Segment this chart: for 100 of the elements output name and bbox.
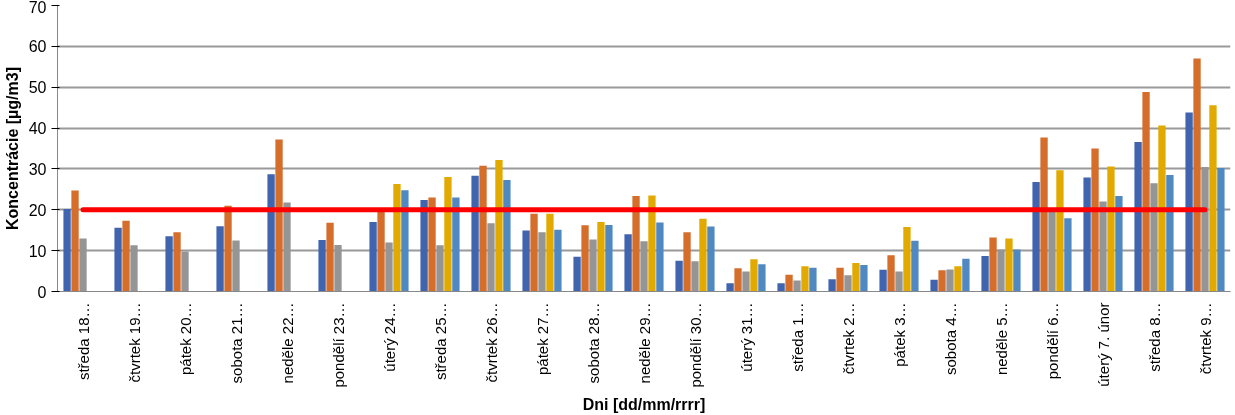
bar — [954, 266, 962, 292]
x-tick-label: středa 25… — [431, 302, 449, 381]
x-tick-label: úterý 24… — [380, 302, 398, 372]
x-tick-label: pátek 3… — [890, 302, 908, 367]
bar — [1099, 201, 1107, 292]
bar — [624, 234, 632, 292]
bar — [852, 262, 860, 292]
bar — [648, 195, 656, 292]
bar — [216, 226, 224, 292]
bar — [1209, 105, 1217, 292]
bar — [1142, 92, 1150, 292]
bar — [546, 213, 554, 292]
bar — [503, 179, 511, 292]
bar — [122, 220, 130, 292]
x-tick-label: úterý 7. únor — [1094, 302, 1112, 387]
bar — [71, 190, 79, 292]
bar — [640, 241, 648, 292]
bar — [707, 226, 715, 292]
x-tick-label: čtvrtek 9… — [1196, 302, 1214, 375]
bar — [377, 211, 385, 292]
bar — [1166, 175, 1174, 292]
bar — [605, 224, 613, 292]
bar — [589, 239, 597, 292]
bar — [1013, 249, 1021, 292]
bar — [385, 242, 393, 292]
x-tick-label: pondělí 30… — [686, 302, 704, 388]
bar — [495, 159, 503, 292]
bar — [895, 271, 903, 292]
bar — [962, 258, 970, 292]
bar — [860, 264, 868, 292]
bar — [758, 264, 766, 292]
bar — [828, 279, 836, 292]
bar — [734, 268, 742, 292]
bar — [369, 222, 377, 292]
bar — [173, 232, 181, 292]
bar — [597, 222, 605, 292]
bar — [938, 270, 946, 292]
bar — [801, 266, 809, 292]
bar — [1158, 125, 1166, 292]
x-tick-label: neděle 22… — [278, 302, 296, 384]
y-tick-label: 40 — [28, 120, 47, 138]
bar — [1032, 182, 1040, 292]
bar — [326, 222, 334, 292]
x-tick-label: sobota 21… — [227, 302, 245, 384]
bar — [750, 259, 758, 292]
bar — [165, 236, 173, 292]
bar — [1056, 170, 1064, 292]
bar — [785, 274, 793, 292]
bar — [793, 280, 801, 292]
bar — [989, 237, 997, 292]
bar — [1040, 137, 1048, 292]
x-tick-label: pátek 20… — [176, 302, 194, 376]
x-tick-label: středa 8… — [1145, 302, 1163, 372]
bar — [1083, 177, 1091, 292]
bar — [1091, 148, 1099, 292]
bar — [1217, 168, 1225, 292]
bar — [809, 267, 817, 292]
bar — [1134, 141, 1142, 292]
bar — [554, 229, 562, 292]
x-tick-label: čtvrtek 19… — [125, 302, 143, 383]
x-tick-label: neděle 5… — [992, 302, 1010, 376]
bar — [479, 165, 487, 292]
x-tick-label: sobota 4… — [941, 302, 959, 376]
bar — [930, 279, 938, 292]
bar — [1115, 195, 1123, 292]
bar — [538, 232, 546, 292]
bar — [436, 245, 444, 292]
bar — [675, 260, 683, 292]
bar — [981, 255, 989, 292]
x-tick-label: čtvrtek 2… — [839, 302, 857, 375]
bar — [1150, 183, 1158, 292]
y-tick-label: 70 — [28, 0, 47, 16]
x-tick-label: středa 18… — [74, 302, 92, 381]
bar — [428, 197, 436, 292]
bar — [997, 249, 1005, 292]
x-tick-label: pondělí 23… — [329, 302, 347, 388]
bar — [318, 240, 326, 292]
x-tick-label: neděle 29… — [635, 302, 653, 384]
bar — [573, 256, 581, 292]
bar — [522, 230, 530, 292]
bar — [879, 269, 887, 292]
x-tick-label: pátek 27… — [533, 302, 551, 376]
bar — [836, 267, 844, 292]
bar — [267, 174, 275, 292]
bar — [1064, 218, 1072, 292]
x-tick-label: pondělí 6… — [1043, 302, 1061, 380]
bar — [444, 177, 452, 292]
bar — [114, 227, 122, 292]
bar — [911, 240, 919, 292]
bar — [1005, 238, 1013, 292]
bar — [656, 222, 664, 292]
bar — [844, 275, 852, 292]
y-tick-label: 10 — [28, 242, 47, 260]
x-tick-label: středa 1… — [788, 302, 806, 372]
bar — [530, 213, 538, 292]
bar — [63, 208, 71, 292]
y-tick-label: 50 — [28, 79, 47, 97]
bar — [946, 269, 954, 292]
bar — [632, 195, 640, 292]
bar — [224, 205, 232, 292]
